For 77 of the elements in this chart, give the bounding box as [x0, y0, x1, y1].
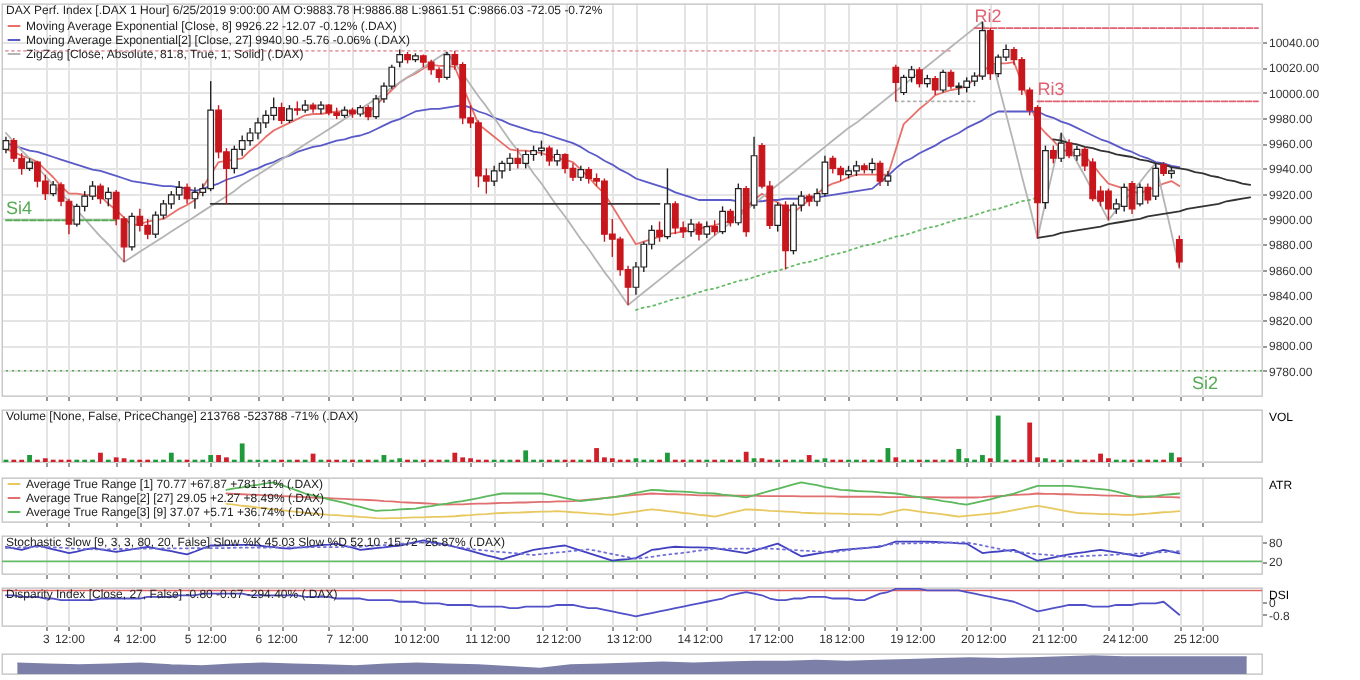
- candlestick: [782, 200, 789, 271]
- line-series: [1036, 196, 1252, 239]
- candlestick: [152, 210, 159, 239]
- candlestick: [1105, 187, 1112, 221]
- candlestick: [664, 167, 671, 240]
- bar: [452, 452, 458, 462]
- candlestick: [183, 182, 191, 205]
- candlestick: [656, 220, 663, 243]
- candlestick: [175, 180, 183, 201]
- candlestick: [1152, 162, 1160, 201]
- candlestick: [506, 152, 514, 172]
- candlestick: [742, 185, 750, 238]
- candlestick: [73, 203, 81, 228]
- candlestick: [939, 69, 947, 94]
- bar: [168, 452, 174, 462]
- candlestick: [254, 117, 262, 140]
- candlestick: [947, 69, 955, 90]
- candlestick: [128, 211, 136, 252]
- bar: [208, 455, 214, 462]
- series-label: Ri2: [974, 6, 1002, 27]
- bar: [1027, 422, 1033, 462]
- ref-line-label: Si2: [1192, 372, 1219, 393]
- line-series: [635, 196, 1039, 311]
- candlestick: [790, 201, 797, 256]
- bar: [980, 455, 985, 462]
- candlestick: [1120, 182, 1128, 213]
- series-label: Ri3: [1037, 79, 1065, 100]
- bar: [743, 451, 749, 462]
- candlestick: [1128, 180, 1136, 215]
- candlestick: [900, 74, 908, 96]
- bar: [1169, 452, 1174, 462]
- candlestick: [916, 66, 923, 89]
- candlestick: [514, 147, 522, 170]
- series-label: Si4: [5, 198, 32, 219]
- bar: [523, 450, 529, 462]
- candlestick: [1057, 132, 1065, 163]
- candlestick: [191, 186, 199, 210]
- bar: [1098, 453, 1103, 462]
- candlestick: [490, 165, 498, 187]
- candlestick: [892, 64, 900, 103]
- candlestick: [97, 182, 104, 205]
- candlestick: [695, 220, 703, 242]
- candlestick: [136, 208, 144, 233]
- candlestick: [734, 182, 742, 226]
- bar: [27, 455, 32, 462]
- candlestick: [1175, 234, 1183, 269]
- bar: [98, 452, 103, 462]
- candlestick: [278, 101, 285, 125]
- candlestick: [230, 144, 238, 175]
- candlestick: [719, 205, 726, 235]
- candlestick: [1136, 182, 1144, 208]
- candlestick: [876, 160, 884, 187]
- candlestick: [270, 96, 278, 122]
- candlestick: [955, 81, 963, 96]
- candlestick: [34, 160, 41, 189]
- candlestick: [89, 180, 96, 201]
- candlestick: [671, 200, 679, 235]
- candlestick: [561, 152, 569, 175]
- candlestick: [1065, 138, 1073, 159]
- candlestick: [986, 27, 994, 81]
- bar: [995, 415, 1001, 462]
- candlestick: [1144, 182, 1152, 205]
- bar: [594, 448, 599, 462]
- candlestick: [545, 144, 553, 167]
- line-series: [5, 587, 1181, 618]
- line-series: [1052, 138, 1252, 186]
- candlestick: [774, 201, 782, 233]
- bar: [806, 455, 812, 462]
- bar: [216, 455, 221, 462]
- candlestick: [979, 21, 986, 81]
- bar: [239, 443, 245, 462]
- candlestick: [931, 75, 939, 96]
- candlestick: [443, 51, 451, 81]
- bar: [956, 449, 962, 462]
- candlestick: [104, 186, 112, 208]
- bar: [665, 452, 670, 462]
- candlestick: [10, 137, 18, 163]
